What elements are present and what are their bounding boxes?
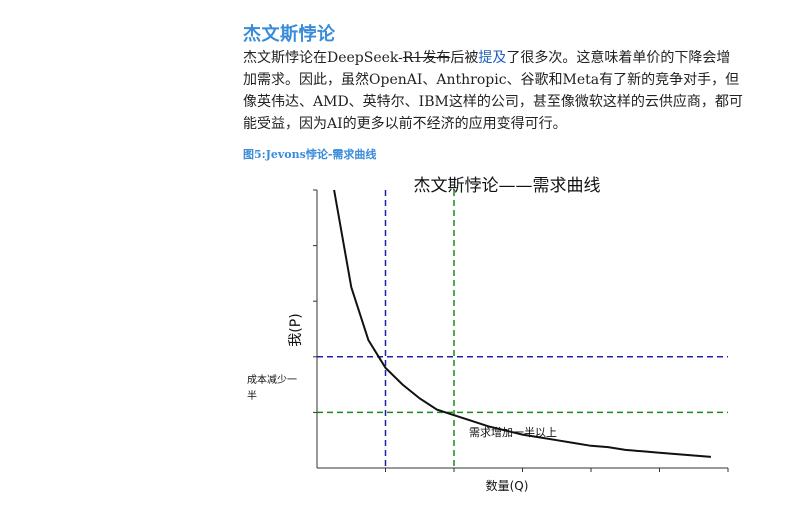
x-axis-label: 数量(Q) [486,478,529,493]
paragraph-text-2: 后被 [450,50,479,66]
section-paragraph: 杰文斯悖论在DeepSeek-R1发布后被提及了很多次。这意味着单价的下降会增加… [243,47,743,135]
y-axis-label: 我(P) [288,313,304,346]
paragraph-text-3: 了很多次。这意味着单价的下降会增加需求。因此，虽然OpenAI、Anthropi… [243,50,743,132]
paragraph-text-1: 杰文斯悖论在DeepSeek- [243,50,403,66]
figure-caption: 图5:Jevons悖论-需求曲线 [243,148,377,161]
section-heading: 杰文斯悖论 [243,24,336,45]
demand-curve-line [333,189,711,458]
demand-annotation: 需求增加一半以上 [469,425,557,439]
price-annotation-line-1: 成本减少一 [247,373,297,386]
price-annotation-line-2: 半 [247,389,257,402]
chart-title: 杰文斯悖论——需求曲线 [414,176,601,196]
mention-link[interactable]: 提及 [478,50,507,66]
chart-title-box [380,170,642,198]
paragraph-strikethrough-text: R1发布 [402,50,451,66]
